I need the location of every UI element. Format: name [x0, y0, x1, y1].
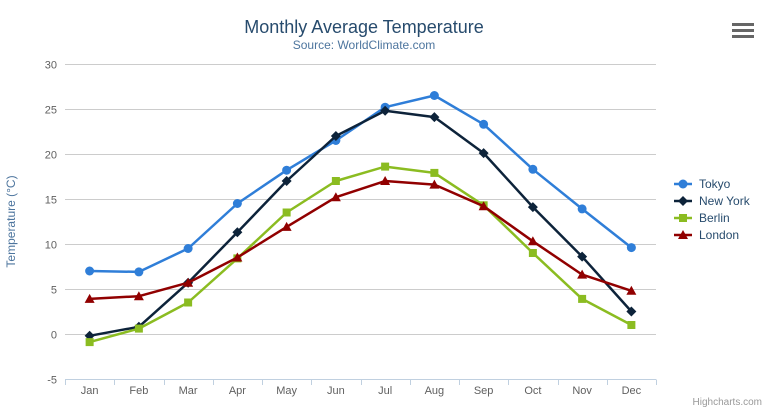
x-axis-tick-label: May: [276, 385, 297, 397]
y-axis-title: Temperature (°C): [4, 175, 18, 267]
point-new-york-Nov[interactable]: [577, 251, 588, 262]
point-tokyo-Feb[interactable]: [134, 267, 144, 277]
point-berlin-Dec[interactable]: [627, 321, 636, 329]
point-berlin-May[interactable]: [282, 208, 291, 217]
y-axis-tick-label: 20: [45, 150, 57, 162]
x-axis-tick-label: Sep: [474, 385, 494, 397]
point-berlin-Jun[interactable]: [331, 177, 340, 185]
legend-label: Berlin: [699, 210, 730, 225]
point-berlin-Aug[interactable]: [430, 168, 439, 177]
y-axis-tick-label: -5: [47, 375, 57, 387]
point-new-york-Dec[interactable]: [626, 306, 637, 317]
point-tokyo-Aug[interactable]: [429, 91, 439, 100]
point-london-Jan[interactable]: [84, 293, 95, 303]
series-line-new-york: [88, 109, 633, 338]
legend-label: London: [699, 227, 740, 242]
point-london-Oct[interactable]: [527, 236, 538, 246]
point-new-york-Sep[interactable]: [478, 148, 489, 159]
point-london-Mar[interactable]: [183, 277, 194, 287]
x-axis-tick-label: Mar: [179, 385, 198, 397]
series-line-tokyo: [88, 94, 633, 274]
legend: Tokyo New York Berlin London: [674, 175, 750, 243]
point-tokyo-Oct[interactable]: [528, 164, 538, 174]
diamond-series-symbol-icon: [674, 195, 692, 206]
point-london-Nov[interactable]: [577, 269, 588, 279]
y-axis-tick-label: 15: [45, 195, 57, 207]
point-london-Sep[interactable]: [478, 201, 489, 211]
x-axis-tick-label: Jan: [81, 385, 99, 397]
point-berlin-Nov[interactable]: [578, 294, 587, 303]
series-line-berlin: [88, 165, 633, 344]
point-new-york-Jul[interactable]: [380, 105, 391, 116]
square-series-symbol-icon: [674, 213, 692, 222]
x-axis-tick-label: Apr: [229, 385, 246, 397]
point-tokyo-Jan[interactable]: [85, 266, 95, 276]
legend-item-berlin[interactable]: Berlin: [674, 209, 750, 226]
point-tokyo-May[interactable]: [282, 165, 292, 175]
point-new-york-Aug[interactable]: [429, 112, 440, 123]
y-axis-tick-label: 0: [51, 330, 57, 342]
y-axis-tick-label: 25: [45, 105, 57, 117]
chart-title: Monthly Average Temperature: [244, 17, 484, 37]
legend-item-new-york[interactable]: New York: [674, 192, 750, 209]
x-axis-tick-label: Dec: [622, 385, 642, 397]
point-new-york-Jun[interactable]: [330, 131, 341, 141]
point-tokyo-Sep[interactable]: [479, 119, 489, 129]
y-axis-tick-label: 10: [45, 240, 57, 252]
point-tokyo-Nov[interactable]: [577, 204, 587, 214]
export-menu-button[interactable]: [730, 20, 756, 40]
point-berlin-Jul[interactable]: [381, 162, 390, 171]
credits-link[interactable]: Highcharts.com: [692, 397, 762, 408]
chart-subtitle: Source: WorldClimate.com: [292, 38, 436, 52]
x-axis-tick-label: Aug: [425, 385, 445, 397]
y-axis-tick-label: 5: [51, 285, 57, 297]
x-axis-tick-label: Feb: [129, 385, 148, 397]
point-london-May[interactable]: [281, 221, 292, 231]
series-line-london: [88, 179, 633, 301]
point-new-york-Oct[interactable]: [527, 202, 538, 213]
x-axis-tick-label: Nov: [572, 385, 592, 397]
x-axis-tick-label: Jul: [378, 385, 392, 397]
legend-item-tokyo[interactable]: Tokyo: [674, 175, 750, 192]
point-tokyo-Mar[interactable]: [183, 244, 193, 253]
point-london-Apr[interactable]: [232, 252, 243, 262]
legend-marker-tokyo: [678, 179, 688, 188]
point-london-Aug[interactable]: [429, 179, 440, 189]
point-london-Dec[interactable]: [626, 285, 637, 295]
legend-marker-london: [678, 229, 688, 239]
point-london-Jun[interactable]: [330, 192, 341, 202]
point-berlin-Oct[interactable]: [528, 249, 537, 257]
triangle-series-symbol-icon: [674, 229, 692, 239]
point-new-york-Apr[interactable]: [232, 227, 243, 238]
y-axis-tick-label: 30: [45, 60, 57, 72]
hamburger-icon: [732, 22, 754, 38]
legend-label: Tokyo: [699, 176, 731, 191]
x-axis-tick-label: Jun: [327, 385, 345, 397]
point-berlin-Feb[interactable]: [134, 324, 143, 333]
x-axis-tick-label: Oct: [524, 385, 541, 397]
legend-item-london[interactable]: London: [674, 226, 750, 243]
point-tokyo-Dec[interactable]: [626, 243, 636, 253]
legend-marker-berlin: [679, 213, 687, 222]
point-berlin-Jan[interactable]: [85, 338, 94, 347]
legend-label: New York: [699, 193, 750, 208]
point-berlin-Mar[interactable]: [184, 298, 193, 307]
circle-series-symbol-icon: [674, 179, 692, 188]
point-tokyo-Apr[interactable]: [232, 199, 242, 208]
point-london-Feb[interactable]: [133, 291, 144, 301]
legend-marker-new-york: [678, 195, 688, 206]
point-london-Jul[interactable]: [380, 176, 391, 185]
point-new-york-May[interactable]: [281, 176, 292, 186]
